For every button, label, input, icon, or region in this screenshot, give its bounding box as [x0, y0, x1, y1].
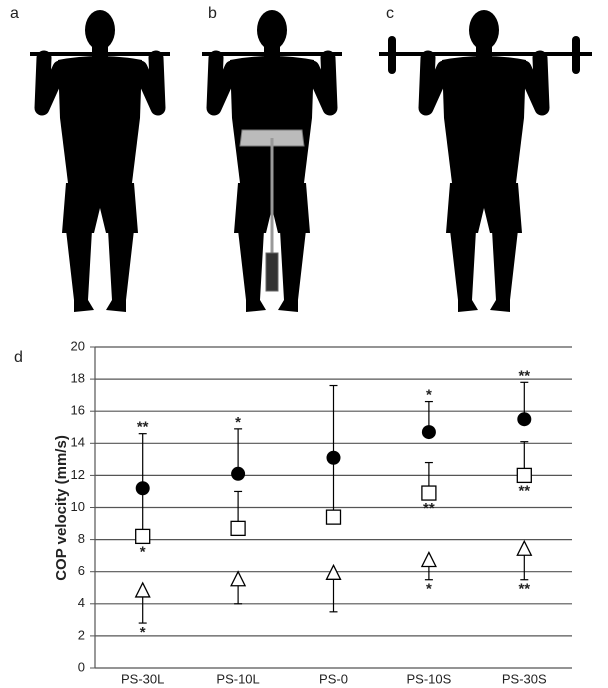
- panel-label: d: [14, 349, 23, 366]
- y-tick-label: 0: [78, 659, 85, 674]
- y-tick-label: 2: [78, 627, 85, 642]
- x-tick-label: PS-10L: [216, 671, 259, 686]
- marker: [421, 485, 437, 501]
- x-tick-label: PS-30L: [121, 671, 164, 686]
- marker: [230, 570, 247, 587]
- marker: [420, 551, 437, 568]
- marker: [135, 528, 151, 545]
- panel-label: b: [208, 5, 217, 22]
- illustration-a: [30, 10, 170, 312]
- marker: [134, 581, 151, 598]
- y-axis-label: COP velocity (mm/s): [53, 435, 70, 581]
- y-tick-label: 20: [71, 338, 85, 353]
- significance-label: **: [423, 500, 435, 517]
- significance-label: *: [426, 387, 432, 404]
- significance-label: *: [235, 414, 241, 431]
- marker: [231, 466, 246, 481]
- panel-label: c: [386, 5, 394, 22]
- x-tick-label: PS-30S: [502, 671, 547, 686]
- marker: [517, 412, 532, 427]
- y-tick-label: 18: [71, 371, 85, 386]
- y-tick-label: 14: [71, 435, 85, 450]
- marker: [421, 425, 436, 440]
- y-tick-label: 4: [78, 595, 85, 610]
- marker: [516, 467, 532, 484]
- illustration-b: [202, 10, 342, 312]
- panel-label: a: [10, 5, 19, 22]
- significance-label: *: [426, 581, 432, 598]
- marker: [230, 520, 246, 537]
- significance-label: **: [518, 482, 530, 499]
- y-tick-label: 10: [71, 499, 85, 514]
- marker: [325, 509, 342, 525]
- significance-label: *: [140, 543, 146, 560]
- significance-label: **: [518, 367, 530, 384]
- x-tick-label: PS-0: [319, 671, 348, 686]
- y-tick-label: 16: [71, 403, 85, 418]
- marker: [516, 539, 533, 556]
- significance-label: **: [518, 581, 530, 598]
- marker: [325, 563, 342, 580]
- x-tick-label: PS-10S: [406, 671, 451, 686]
- significance-label: **: [137, 419, 149, 436]
- y-tick-label: 6: [78, 563, 85, 578]
- y-tick-label: 8: [78, 531, 85, 546]
- significance-label: *: [140, 624, 146, 641]
- y-tick-label: 12: [71, 467, 85, 482]
- illustration-c: [379, 10, 592, 312]
